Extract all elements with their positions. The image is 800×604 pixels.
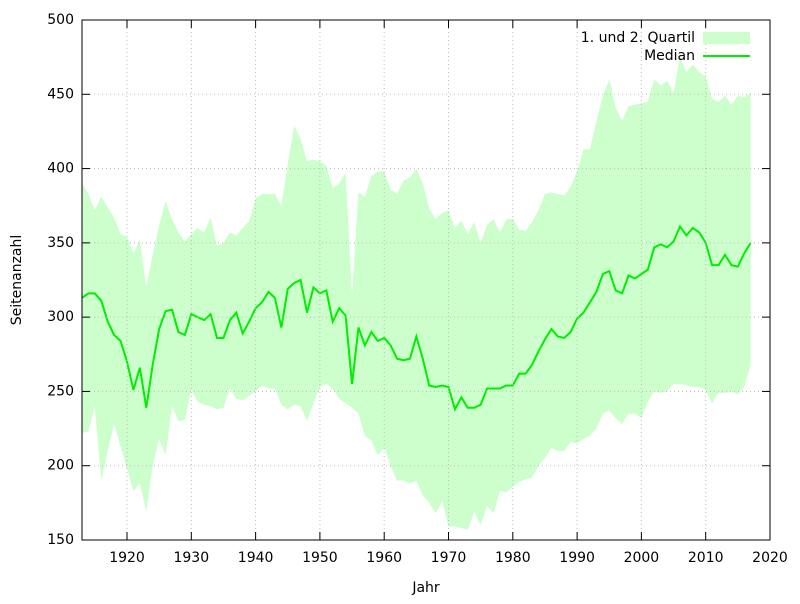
x-tick-label: 2020 [752, 550, 788, 566]
y-axis-label: Seitenanzahl [9, 235, 25, 326]
x-tick-label: 2000 [624, 550, 660, 566]
legend-swatch [703, 32, 750, 44]
x-tick-label: 1980 [495, 550, 531, 566]
x-tick-label: 1970 [431, 550, 467, 566]
x-tick-label: 1920 [109, 550, 145, 566]
x-tick-label: 1940 [238, 550, 274, 566]
x-tick-label: 1930 [173, 550, 209, 566]
median-line [81, 224, 752, 412]
x-tick-label: 2010 [688, 550, 724, 566]
legend-label: Median [644, 48, 695, 64]
x-axis-label: Jahr [411, 580, 440, 596]
y-tick-label: 250 [47, 383, 74, 399]
y-tick-label: 500 [47, 12, 74, 28]
x-tick-label: 1950 [302, 550, 338, 566]
y-tick-label: 150 [47, 532, 74, 548]
y-tick-label: 200 [47, 458, 74, 474]
x-tick-label: 1990 [559, 550, 595, 566]
legend-label: 1. und 2. Quartil [581, 30, 695, 46]
y-tick-label: 450 [47, 86, 74, 102]
y-tick-label: 300 [47, 309, 74, 325]
x-tick-label: 1960 [366, 550, 402, 566]
y-tick-label: 350 [47, 235, 74, 251]
y-tick-label: 400 [47, 161, 74, 177]
quartile-band [82, 57, 751, 530]
plot-border [81, 19, 771, 541]
